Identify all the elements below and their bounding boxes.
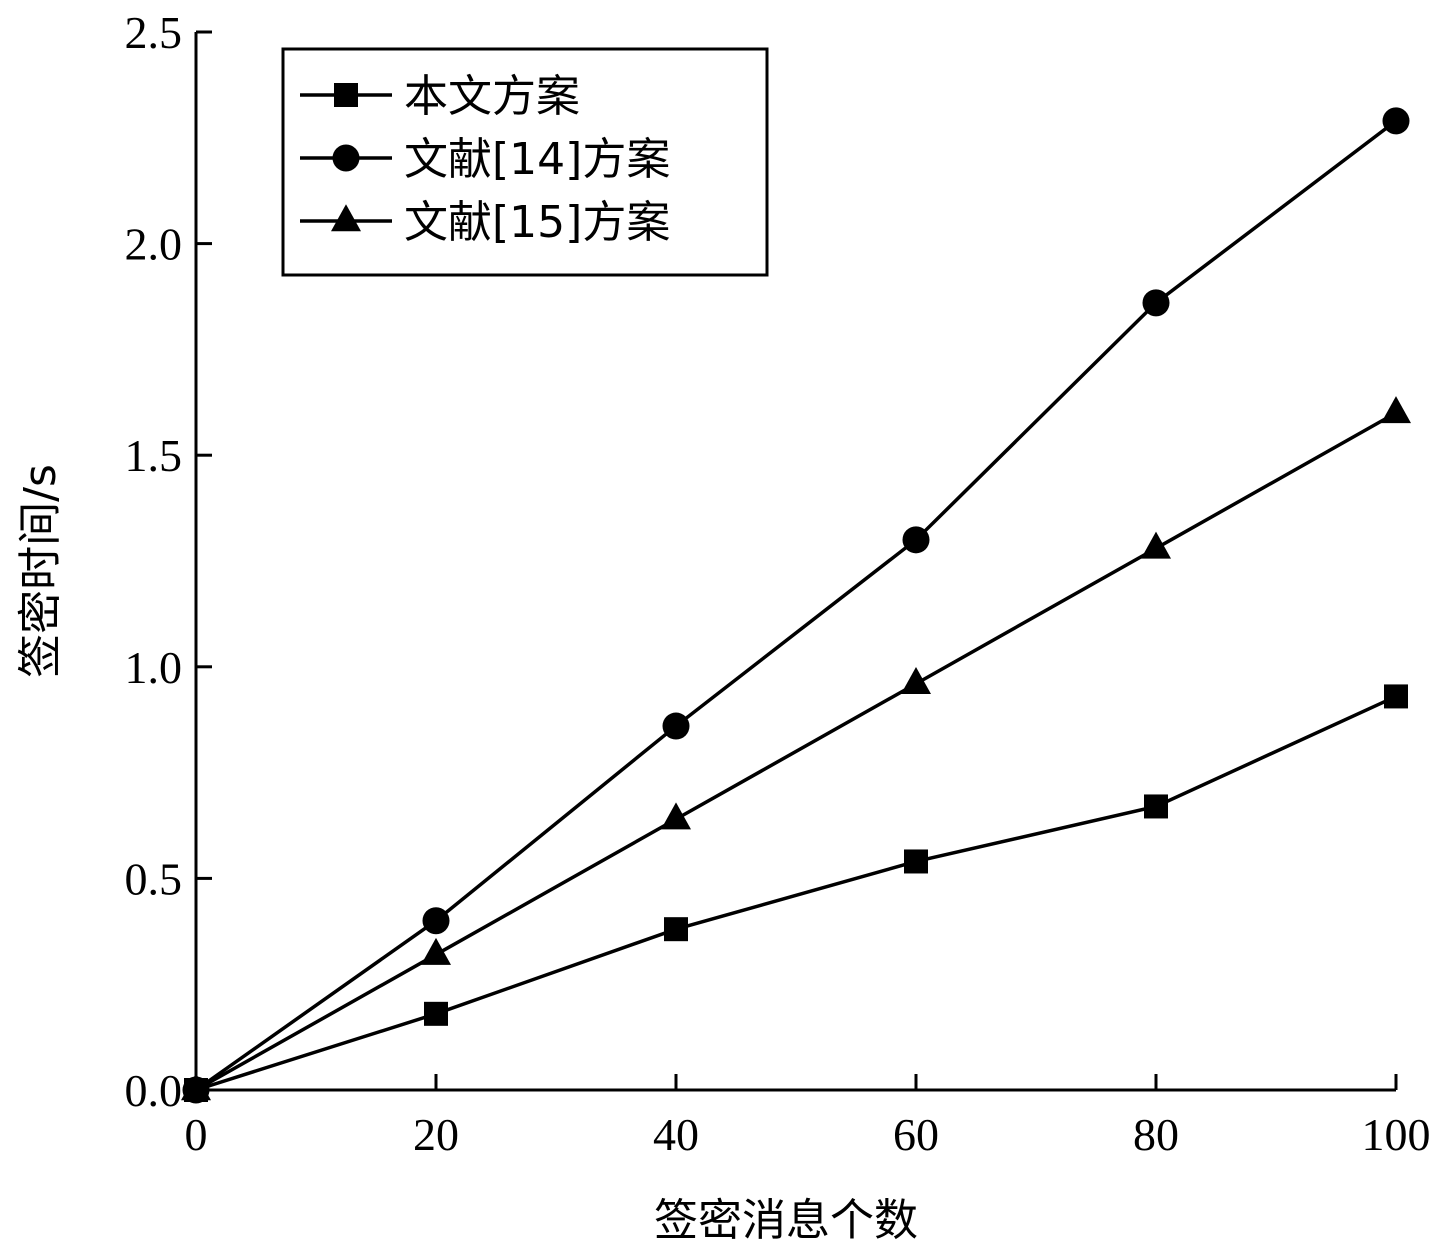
series-line xyxy=(195,694,1397,1092)
data-point-triangle xyxy=(1381,396,1411,424)
data-point-square xyxy=(904,849,928,874)
series-line xyxy=(194,119,1398,1092)
axes: 0.0 0.5 1.0 1.5 2.0 2.5 0 20 40 60 80 100 签密消息个数 签密时间… xyxy=(15,7,1431,1246)
series-layer xyxy=(181,107,1411,1104)
y-tick-label: 1.5 xyxy=(125,430,183,481)
y-tick-label: 2.5 xyxy=(125,7,183,58)
data-point-circle xyxy=(1142,289,1170,317)
x-tick-label: 0 xyxy=(185,1109,208,1160)
legend-label: 文献[15]方案 xyxy=(404,197,670,248)
y-tick-label: 1.0 xyxy=(125,642,183,693)
legend-marker-triangle xyxy=(331,204,361,232)
y-axis-title: 签密时间/s xyxy=(15,464,66,678)
series-circle xyxy=(182,107,1410,1104)
data-point-square xyxy=(664,917,688,942)
y-tick-label: 2.0 xyxy=(125,219,183,270)
series-line xyxy=(195,411,1397,1092)
data-point-triangle xyxy=(181,1073,211,1101)
data-point-circle xyxy=(662,712,690,740)
y-tick-label: 0.5 xyxy=(125,853,183,904)
data-point-square xyxy=(1144,794,1168,819)
data-point-circle xyxy=(902,526,930,554)
legend-marker-circle xyxy=(332,144,360,172)
data-point-circle xyxy=(422,907,450,935)
legend-label: 文献[14]方案 xyxy=(404,134,670,185)
legend-box xyxy=(281,47,769,277)
legend-marker-square xyxy=(334,83,358,107)
series-square xyxy=(184,684,1408,1102)
y-tick-label: 0.0 xyxy=(125,1065,183,1116)
data-point-triangle xyxy=(421,937,451,965)
x-axis-title: 签密消息个数 xyxy=(654,1195,918,1246)
data-point-triangle xyxy=(901,666,931,694)
x-tick-label: 20 xyxy=(413,1109,459,1160)
x-tick-label: 80 xyxy=(1133,1109,1179,1160)
x-tick-label: 100 xyxy=(1362,1109,1431,1160)
x-tick-label: 60 xyxy=(893,1109,939,1160)
x-tick-label: 40 xyxy=(653,1109,699,1160)
series-triangle xyxy=(181,396,1411,1101)
data-point-triangle xyxy=(1141,531,1171,559)
data-point-square xyxy=(1384,684,1408,709)
data-point-triangle xyxy=(661,802,691,830)
legend-label: 本文方案 xyxy=(404,71,580,122)
data-point-square xyxy=(424,1001,448,1026)
data-point-circle xyxy=(1382,107,1410,135)
